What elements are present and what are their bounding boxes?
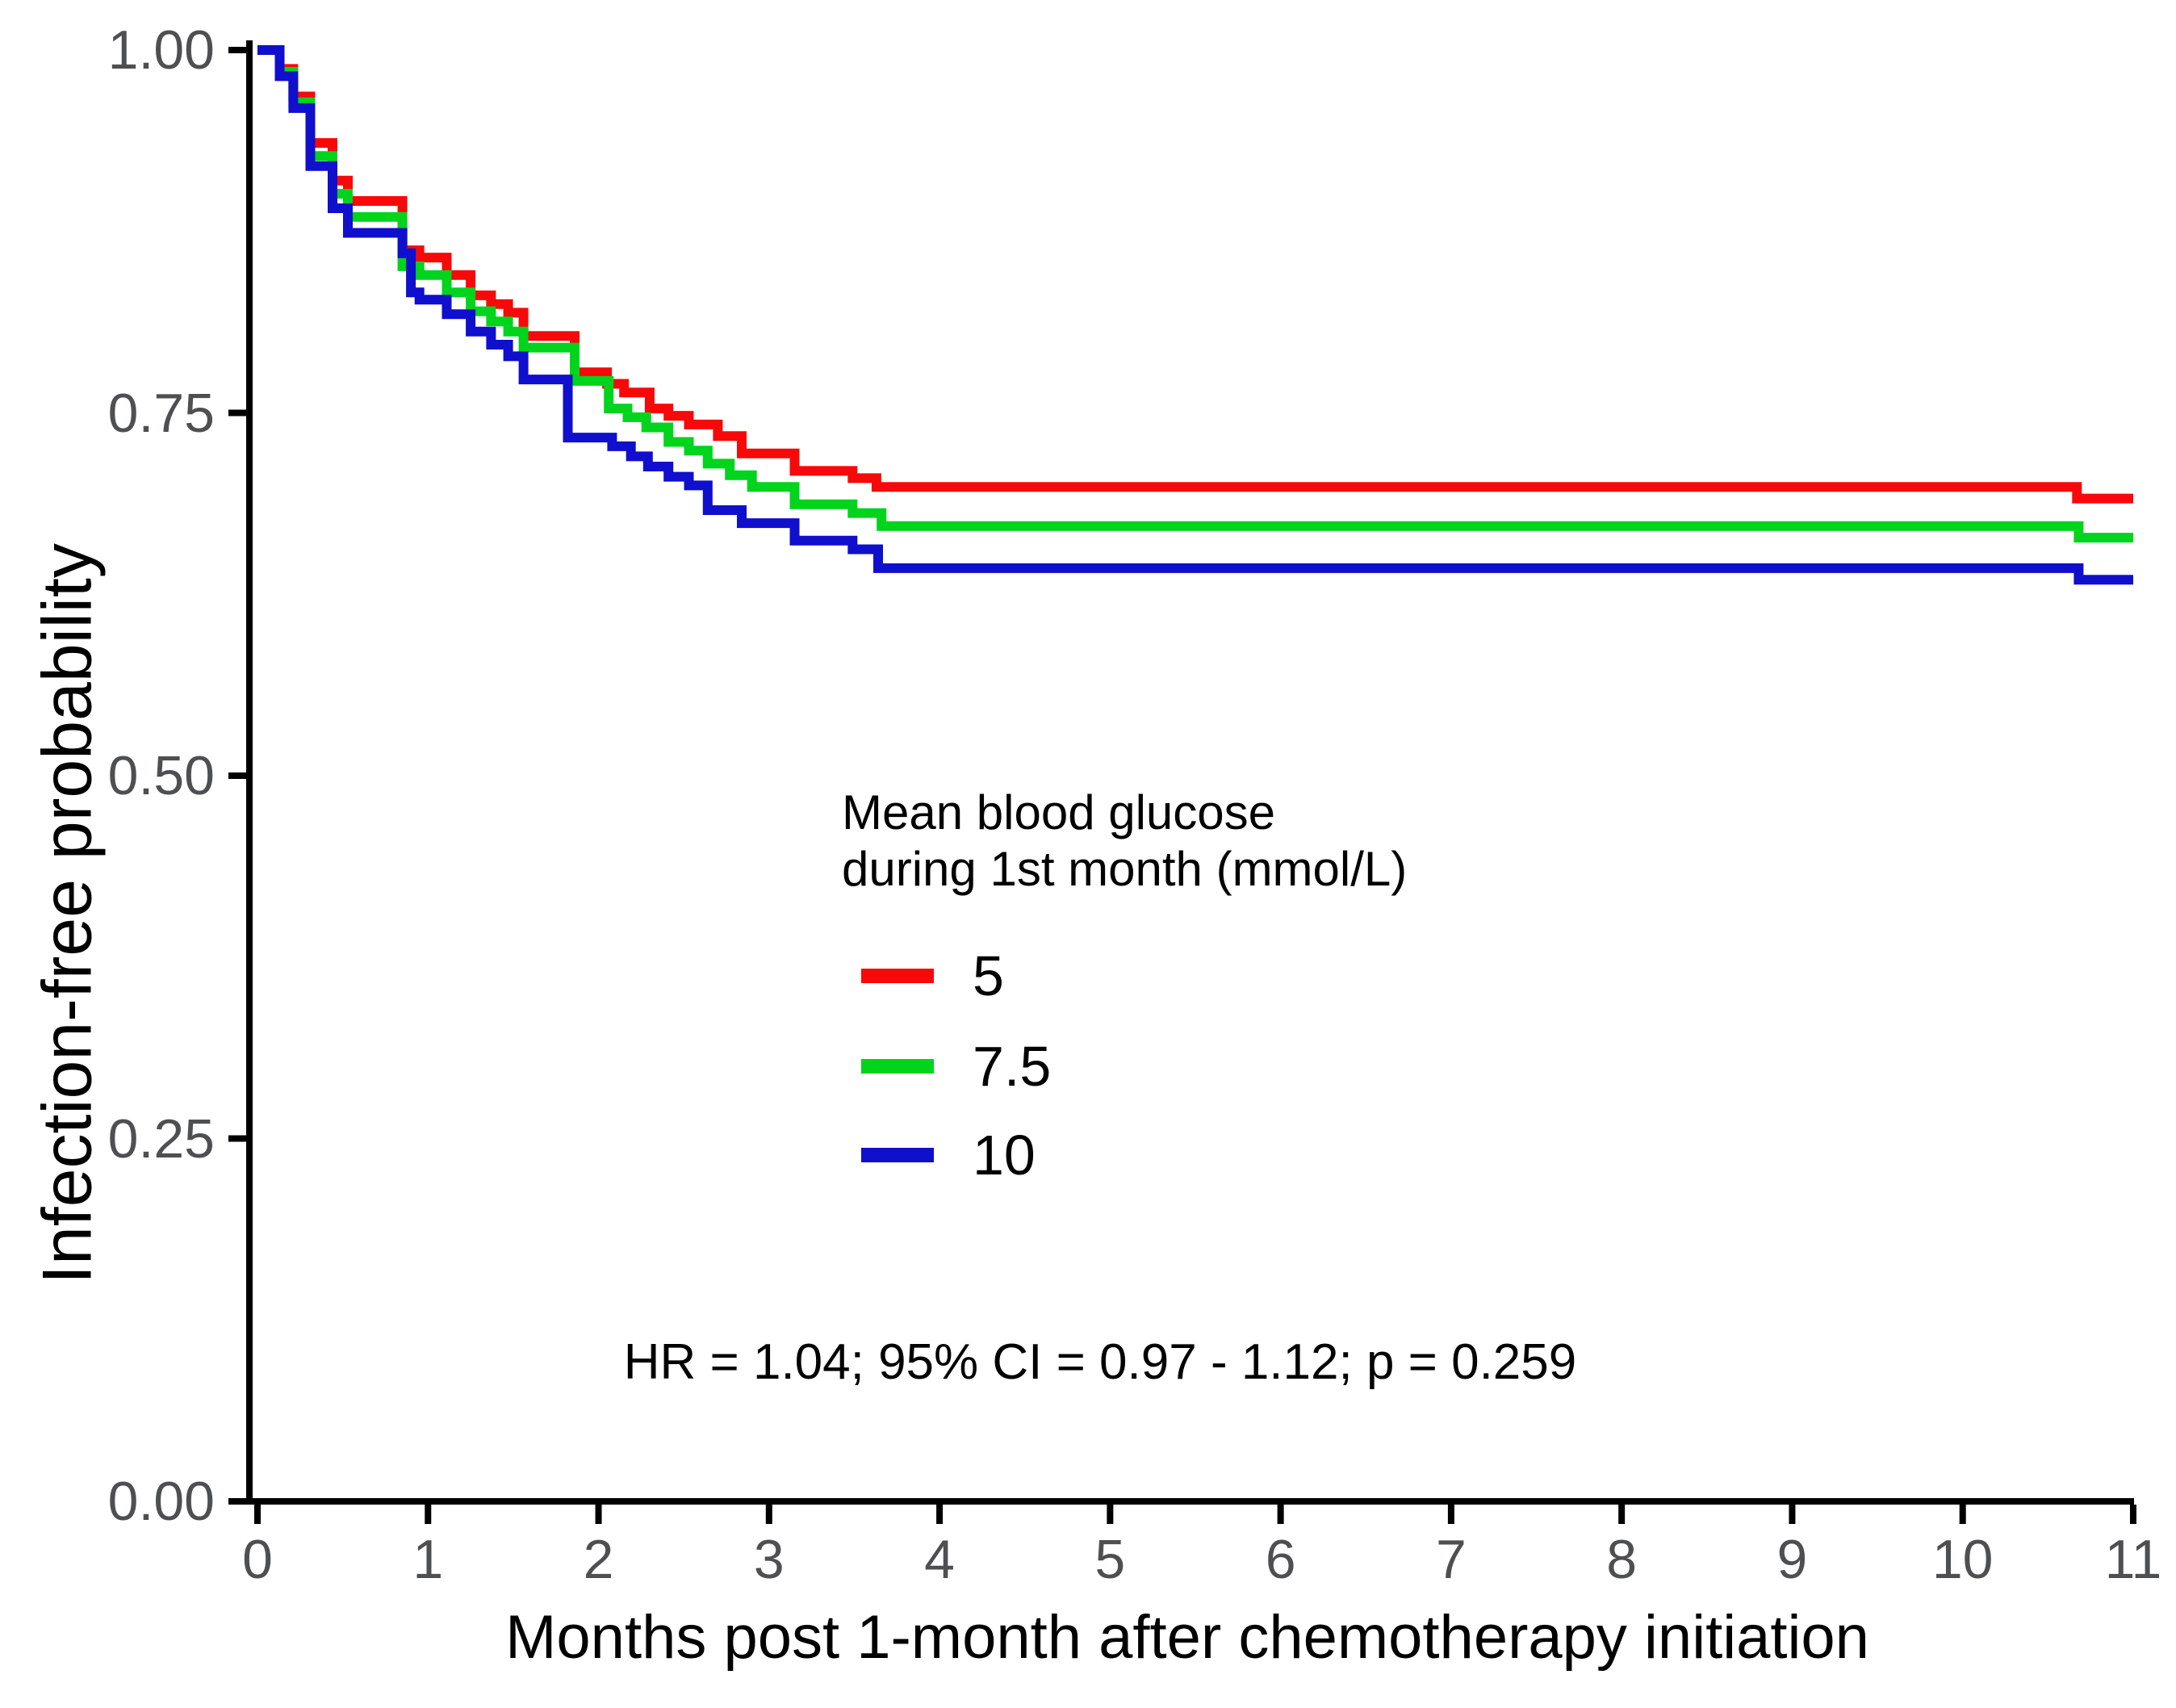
y-axis-title: Infection-free probability (28, 543, 107, 1284)
legend-item-7.5: 7.5 (861, 1037, 1051, 1095)
survival-curve-10 (257, 45, 2133, 585)
x-tick-label: 11 (2104, 1529, 2162, 1590)
legend-item-10: 10 (861, 1126, 1036, 1184)
x-tick-label: 2 (583, 1529, 614, 1590)
survival-curve-7.5 (257, 45, 2133, 543)
x-axis-title: Months post 1-month after chemotherapy i… (505, 1603, 1869, 1672)
legend-title: Mean blood glucose during 1st month (mmo… (842, 785, 1568, 898)
legend: Mean blood glucose during 1st month (mmo… (842, 785, 1568, 1184)
y-tick-label: 0.25 (107, 1107, 215, 1170)
legend-title-line1: Mean blood glucose (842, 785, 1276, 839)
legend-label: 5 (973, 944, 1004, 1007)
legend-swatch-7.5 (861, 1059, 934, 1074)
y-tick-label: 0.50 (107, 745, 215, 806)
x-tick-label: 7 (1435, 1529, 1467, 1590)
legend-title-line2: during 1st month (mmol/L) (842, 842, 1408, 896)
x-tick-label: 4 (924, 1529, 955, 1590)
legend-swatch-10 (861, 1148, 934, 1162)
x-tick-label: 9 (1776, 1529, 1808, 1590)
legend-item-5: 5 (861, 947, 1004, 1005)
x-tick-label: 8 (1606, 1529, 1638, 1590)
x-tick-label: 0 (242, 1529, 273, 1590)
survival-curve-5 (257, 45, 2133, 504)
legend-swatch-5 (861, 969, 934, 983)
x-tick-label: 10 (1931, 1529, 1994, 1590)
x-tick-label: 5 (1094, 1529, 1126, 1590)
legend-label: 7.5 (973, 1035, 1052, 1098)
x-tick-label: 3 (753, 1529, 785, 1590)
x-tick-label: 6 (1265, 1529, 1296, 1590)
y-tick-label: 0.75 (107, 382, 215, 444)
legend-label: 10 (973, 1124, 1036, 1187)
stats-annotation: HR = 1.04; 95% CI = 0.97 - 1.12; p = 0.2… (623, 1334, 1577, 1390)
y-tick-label: 0.00 (107, 1471, 215, 1532)
y-tick-label: 1.00 (107, 19, 215, 81)
x-tick-label: 1 (412, 1529, 444, 1590)
